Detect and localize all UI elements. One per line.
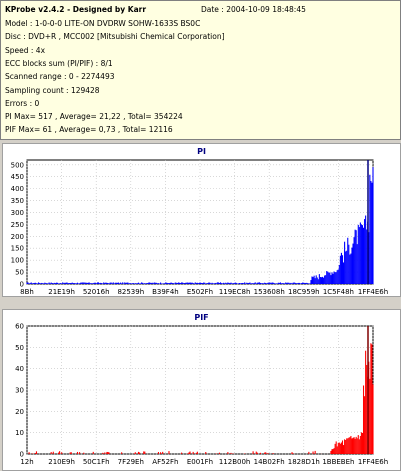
- pif-x-tick-label: 1FF4E6h: [358, 458, 388, 466]
- pi-chart-title: PI: [197, 147, 206, 156]
- pi-y-tick-label: 200: [11, 233, 24, 241]
- pi-x-tick-label: B39F4h: [152, 288, 179, 296]
- pi-chart: 0 50 100 150 200 250 300 350 400 450 500 8Bh 21E19h 5…: [11, 159, 388, 296]
- info-pif-stats: PIF Max= 61 , Average= 0,73 , Total= 121…: [5, 125, 173, 134]
- pi-y-tick-label: 150: [11, 245, 24, 253]
- pif-x-tick-label: E001Fh: [187, 458, 213, 466]
- info-errors: Errors : 0: [5, 99, 40, 108]
- pi-x-tick-label: 82539h: [117, 288, 144, 296]
- pi-y-tick-label: 500: [11, 161, 24, 169]
- pif-y-tick-label: 30: [15, 387, 24, 395]
- pi-x-tick-label: 21E19h: [48, 288, 75, 296]
- pi-x-tick-label: 119EC8h: [219, 288, 251, 296]
- pi-x-tick-label: 18C959h: [288, 288, 320, 296]
- info-speed: Speed : 4x: [5, 46, 46, 55]
- info-ecc: ECC blocks sum (PI/PIF) : 8/1: [5, 59, 113, 68]
- pif-x-tick-label: 1BBEBEh: [322, 458, 354, 466]
- pif-y-tick-label: 60: [15, 323, 24, 331]
- pi-y-tick-label: 400: [11, 185, 24, 193]
- pif-y-tick-label: 50: [15, 344, 24, 352]
- pi-y-tick-label: 450: [11, 173, 24, 181]
- pif-x-tick-label: 50C1Fh: [83, 458, 110, 466]
- pif-x-tick-label: 1828D1h: [288, 458, 320, 466]
- pi-y-tick-label: 300: [11, 209, 24, 217]
- pif-y-tick-label: 10: [15, 429, 24, 437]
- pif-x-tick-label: 210E9h: [48, 458, 75, 466]
- pi-x-tick-label: E502Fh: [187, 288, 213, 296]
- pi-chart-panel: PI 0 50 100 150 200 250 300 350 400 450 500 8Bh 21E1…: [2, 143, 401, 297]
- info-range: Scanned range : 0 - 2274493: [5, 72, 115, 81]
- info-model: Model : 1-0-0-0 LITE-ON DVDRW SOHW-1633S…: [5, 19, 201, 28]
- pi-plot-area: [26, 159, 374, 285]
- pif-y-tick-label: 40: [15, 365, 24, 373]
- info-disc: Disc : DVD+R , MCC002 [Mitsubishi Chemic…: [5, 32, 225, 41]
- pi-y-tick-label: 0: [20, 281, 24, 289]
- pi-y-tick-label: 50: [15, 269, 24, 277]
- info-pi-stats: PI Max= 517 , Average= 21,22 , Total= 35…: [5, 112, 183, 121]
- info-panel: KProbe v2.4.2 - Designed by Karr Date : …: [0, 0, 401, 140]
- pi-y-tick-label: 250: [11, 221, 24, 229]
- pif-y-tick-label: 20: [15, 408, 24, 416]
- pi-x-tick-label: 8Bh: [20, 288, 34, 296]
- pif-y-tick-label: 0: [20, 451, 24, 459]
- pif-x-tick-label: 14B02Fh: [254, 458, 285, 466]
- pif-chart: 0 10 20 30 40 50 60 12h 210E9h 50C1Fh 7F29Eh AF52Fh…: [15, 323, 388, 467]
- pif-x-tick-label: 112B00h: [219, 458, 251, 466]
- pi-x-tick-label: 1FF4E6h: [358, 288, 388, 296]
- pi-y-tick-label: 100: [11, 257, 24, 265]
- pif-chart-panel: PIF 0 10 20 30 40 50 60 12h 210E9h 50C1Fh 7F29Eh AF…: [2, 309, 401, 471]
- pi-y-tick-label: 350: [11, 197, 24, 205]
- pif-x-tick-label: 7F29Eh: [118, 458, 144, 466]
- info-sampling: Sampling count : 129428: [5, 86, 100, 95]
- app-title: KProbe v2.4.2 - Designed by Karr: [5, 5, 147, 14]
- pif-x-tick-label: 12h: [20, 458, 33, 466]
- pif-x-tick-label: AF52Fh: [152, 458, 178, 466]
- pi-x-tick-label: 52016h: [83, 288, 110, 296]
- pi-x-tick-label: 153608h: [254, 288, 285, 296]
- pi-x-tick-label: 1C5F48h: [323, 288, 354, 296]
- pif-chart-title: PIF: [194, 313, 209, 322]
- scan-date: Date : 2004-10-09 18:48:45: [201, 5, 306, 14]
